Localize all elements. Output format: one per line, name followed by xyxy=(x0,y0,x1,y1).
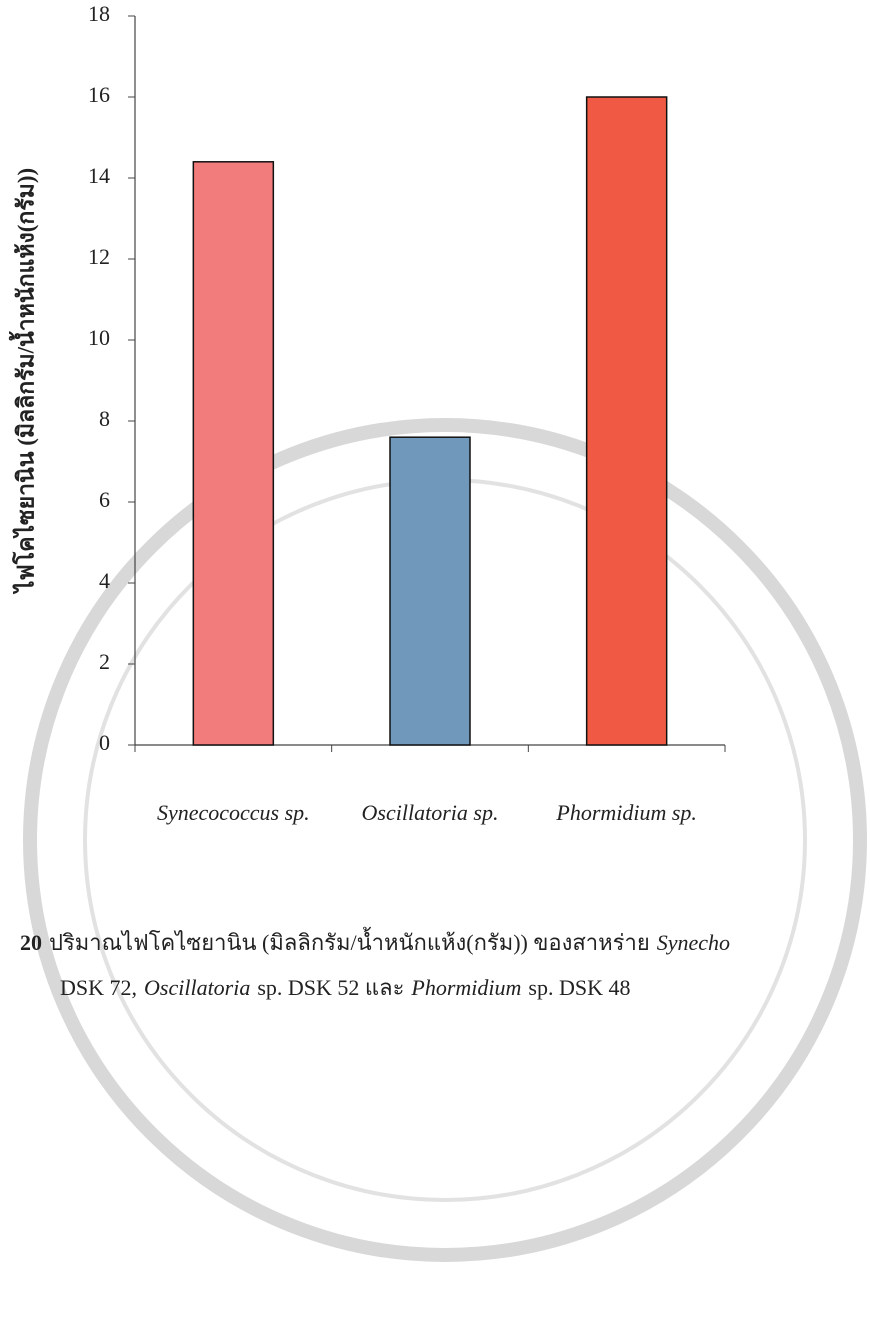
y-tick-label: 12 xyxy=(88,244,110,269)
caption-segment: 20 xyxy=(20,930,42,955)
bar xyxy=(192,161,275,746)
y-tick-label: 8 xyxy=(99,406,110,431)
y-tick-label: 18 xyxy=(88,1,110,26)
caption-segment: Synecho xyxy=(657,930,730,955)
y-tick-label: 2 xyxy=(99,649,110,674)
y-tick-label: 0 xyxy=(99,730,110,755)
x-tick-label: Phormidium sp. xyxy=(555,800,697,825)
caption-line: DSK 72, Oscillatoria sp. DSK 52 และ Phormid… xyxy=(60,975,631,1000)
y-tick-label: 10 xyxy=(88,325,110,350)
caption-segment: sp. DSK 48 xyxy=(528,975,630,1000)
caption-segment: ปริมาณไฟโคไซยานิน (มิลลิกรัม/น้ำหนักแห้ง… xyxy=(49,927,650,955)
x-tick-label: Oscillatoria sp. xyxy=(362,800,499,825)
y-tick-label: 4 xyxy=(99,568,110,593)
caption-segment: sp. DSK 52 และ xyxy=(257,975,404,1000)
bar xyxy=(389,436,471,746)
y-tick-label: 14 xyxy=(88,163,110,188)
y-axis-label: ไฟโคไซยานิน (มิลลิกรัม/น้ำหนักแห้ง(กรัม)… xyxy=(8,168,38,595)
watermark-ring xyxy=(23,418,867,1262)
y-tick-label: 16 xyxy=(88,82,110,107)
caption-segment: Oscillatoria xyxy=(144,975,250,1000)
x-tick-label: Synecococcus sp. xyxy=(157,800,310,825)
caption-segment: Phormidium xyxy=(410,975,521,1000)
y-tick-label: 6 xyxy=(99,487,110,512)
caption-segment: DSK 72, xyxy=(60,975,137,1000)
bar xyxy=(585,96,668,746)
caption-line: 20 ปริมาณไฟโคไซยานิน (มิลลิกรัม/น้ำหนักแห… xyxy=(20,927,730,955)
